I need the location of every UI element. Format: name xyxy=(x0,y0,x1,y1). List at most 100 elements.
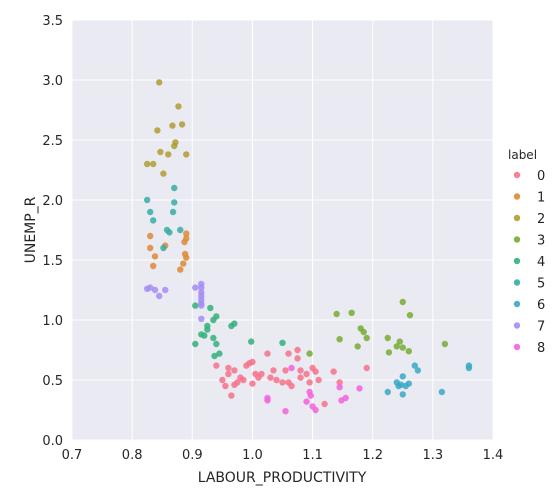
data-point xyxy=(294,355,301,362)
data-point xyxy=(213,362,220,369)
data-point xyxy=(399,391,406,398)
data-point xyxy=(465,362,473,369)
data-point xyxy=(438,388,446,396)
data-point xyxy=(234,379,241,386)
data-point xyxy=(143,160,151,168)
data-point xyxy=(414,367,422,374)
data-point xyxy=(151,253,159,260)
data-point xyxy=(149,217,157,224)
data-point xyxy=(356,385,363,392)
legend-label: 7 xyxy=(537,320,545,335)
legend-label: 0 xyxy=(537,169,545,184)
data-points xyxy=(143,79,473,415)
data-point xyxy=(312,368,319,375)
data-point xyxy=(330,368,337,375)
data-point xyxy=(165,151,172,158)
data-point xyxy=(393,343,400,350)
legend: label 0 1 2 3 4 5 6 7 8 xyxy=(508,148,545,356)
data-point xyxy=(297,367,304,374)
data-point xyxy=(312,406,319,414)
legend-items: 0 1 2 3 4 5 6 7 8 xyxy=(513,169,545,356)
x-tick-label: 1.1 xyxy=(302,448,323,463)
data-point xyxy=(156,292,163,300)
data-point xyxy=(333,310,340,318)
data-point xyxy=(146,244,154,252)
y-axis-label: UNEMP_R xyxy=(23,196,39,263)
data-point xyxy=(336,384,343,391)
x-tick-label: 1.0 xyxy=(242,448,263,463)
data-point xyxy=(306,379,313,386)
data-point xyxy=(282,408,289,415)
data-point xyxy=(183,151,190,158)
data-point xyxy=(171,199,178,206)
data-point xyxy=(384,334,391,342)
data-point xyxy=(216,350,223,357)
data-point xyxy=(156,79,163,86)
data-point xyxy=(279,339,286,346)
data-point xyxy=(399,373,406,380)
data-point xyxy=(151,286,159,294)
legend-item-3: 3 xyxy=(513,234,545,249)
legend-item-7: 7 xyxy=(513,320,545,335)
data-point xyxy=(183,235,190,242)
data-point xyxy=(405,380,412,387)
y-tick-label: 1.5 xyxy=(42,254,63,269)
y-tick-label: 2.5 xyxy=(42,134,63,149)
data-point xyxy=(162,286,169,294)
data-point xyxy=(406,312,414,319)
data-point xyxy=(303,370,310,378)
data-point xyxy=(146,284,154,291)
data-point xyxy=(183,230,190,237)
data-point xyxy=(201,332,208,339)
data-point xyxy=(231,367,238,374)
data-point xyxy=(264,350,271,357)
x-tick-label: 1.4 xyxy=(483,448,504,463)
legend-marker xyxy=(513,322,521,329)
data-point xyxy=(207,304,214,312)
data-point xyxy=(294,346,301,354)
legend-item-2: 2 xyxy=(513,212,545,227)
legend-item-8: 8 xyxy=(513,341,545,356)
data-point xyxy=(178,121,186,128)
legend-marker xyxy=(513,236,521,243)
legend-marker xyxy=(513,279,521,286)
data-point xyxy=(225,370,232,378)
data-point xyxy=(219,376,226,384)
data-point xyxy=(315,376,322,384)
legend-item-0: 0 xyxy=(513,169,545,184)
legend-label: 2 xyxy=(537,212,545,227)
data-point xyxy=(213,340,220,348)
y-tick-label: 0.0 xyxy=(42,434,63,449)
data-point xyxy=(303,398,310,405)
data-point xyxy=(210,334,217,342)
legend-label: 8 xyxy=(537,341,545,356)
data-point xyxy=(321,400,328,408)
legend-marker xyxy=(513,171,521,179)
data-point xyxy=(248,338,255,345)
legend-marker xyxy=(513,343,521,351)
x-tick-label: 0.7 xyxy=(62,448,83,463)
y-tick-label: 1.0 xyxy=(42,314,63,329)
data-point xyxy=(160,244,167,252)
y-tick-label: 2.0 xyxy=(42,194,63,209)
data-point xyxy=(180,260,187,267)
data-point xyxy=(396,338,403,345)
data-point xyxy=(169,122,176,129)
data-point xyxy=(213,313,220,320)
legend-label: 4 xyxy=(537,255,545,270)
data-point xyxy=(177,226,184,234)
data-point xyxy=(354,343,361,350)
data-point xyxy=(177,266,184,273)
data-point xyxy=(198,284,205,291)
series-7 xyxy=(143,280,205,322)
data-point xyxy=(249,358,256,366)
data-point xyxy=(146,232,154,240)
data-point xyxy=(171,184,178,192)
data-point xyxy=(307,392,314,399)
data-point xyxy=(240,376,247,384)
data-point xyxy=(336,336,343,343)
series-5 xyxy=(143,184,184,252)
data-point xyxy=(279,379,286,386)
data-point xyxy=(270,367,277,374)
